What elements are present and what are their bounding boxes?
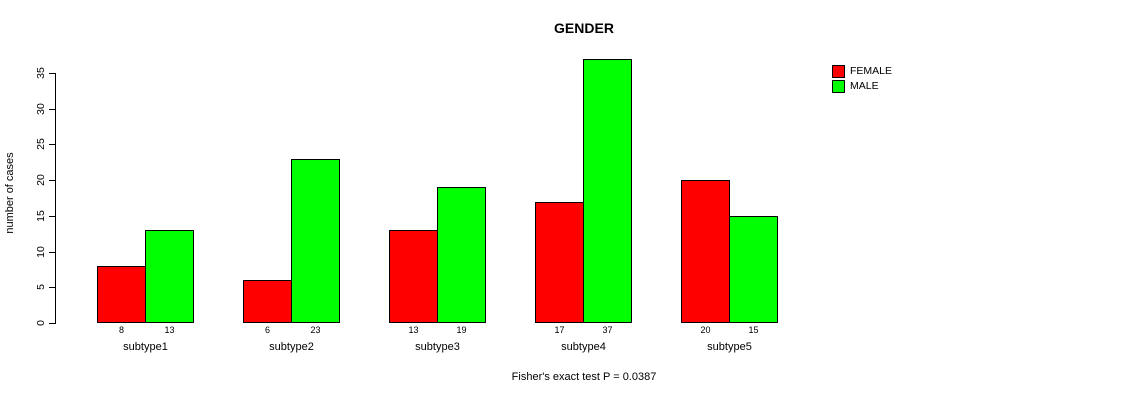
- y-tick-mark: [49, 252, 55, 253]
- y-tick-label: 20: [35, 174, 47, 186]
- bar-female-subtype2: [243, 280, 292, 323]
- value-label-male-subtype5: 15: [748, 325, 759, 335]
- y-tick-label: 35: [35, 67, 47, 79]
- bar-male-subtype1: [145, 230, 194, 323]
- category-label-subtype1: subtype1: [123, 341, 168, 353]
- chart-title: GENDER: [554, 20, 614, 36]
- caption-fishers-test: Fisher's exact test P = 0.0387: [511, 371, 657, 383]
- legend-swatch-male: [832, 80, 845, 93]
- bar-male-subtype4: [583, 59, 632, 323]
- y-tick-mark: [49, 323, 55, 324]
- category-label-subtype3: subtype3: [415, 341, 460, 353]
- bar-female-subtype4: [535, 202, 584, 323]
- value-label-female-subtype1: 8: [118, 325, 125, 335]
- legend-swatch-female: [832, 65, 845, 78]
- value-label-male-subtype3: 19: [456, 325, 467, 335]
- bar-female-subtype3: [389, 230, 438, 323]
- y-tick-label: 30: [35, 103, 47, 115]
- category-label-subtype2: subtype2: [269, 341, 314, 353]
- y-tick-label: 0: [35, 320, 47, 326]
- y-tick-label: 15: [35, 210, 47, 222]
- y-tick-label: 25: [35, 138, 47, 150]
- value-label-male-subtype1: 13: [164, 325, 175, 335]
- y-tick-mark: [49, 287, 55, 288]
- legend-label-female: FEMALE: [850, 65, 893, 77]
- y-tick-label: 5: [35, 284, 47, 290]
- y-axis-line: [55, 73, 56, 324]
- bar-male-subtype2: [291, 159, 340, 323]
- bar-male-subtype3: [437, 187, 486, 323]
- value-label-male-subtype4: 37: [602, 325, 613, 335]
- value-label-female-subtype4: 17: [554, 325, 565, 335]
- bar-male-subtype5: [729, 216, 778, 323]
- value-label-female-subtype2: 6: [264, 325, 271, 335]
- y-tick-mark: [49, 180, 55, 181]
- value-label-female-subtype5: 20: [700, 325, 711, 335]
- value-label-female-subtype3: 13: [408, 325, 419, 335]
- bar-female-subtype1: [97, 266, 146, 323]
- category-label-subtype5: subtype5: [707, 341, 752, 353]
- y-tick-mark: [49, 109, 55, 110]
- y-tick-mark: [49, 216, 55, 217]
- legend-label-male: MALE: [850, 80, 879, 92]
- value-label-male-subtype2: 23: [310, 325, 321, 335]
- y-tick-mark: [49, 144, 55, 145]
- y-tick-mark: [49, 73, 55, 74]
- category-label-subtype4: subtype4: [561, 341, 606, 353]
- y-tick-label: 10: [35, 246, 47, 258]
- bar-female-subtype5: [681, 180, 730, 323]
- y-axis-label: number of cases: [4, 152, 16, 234]
